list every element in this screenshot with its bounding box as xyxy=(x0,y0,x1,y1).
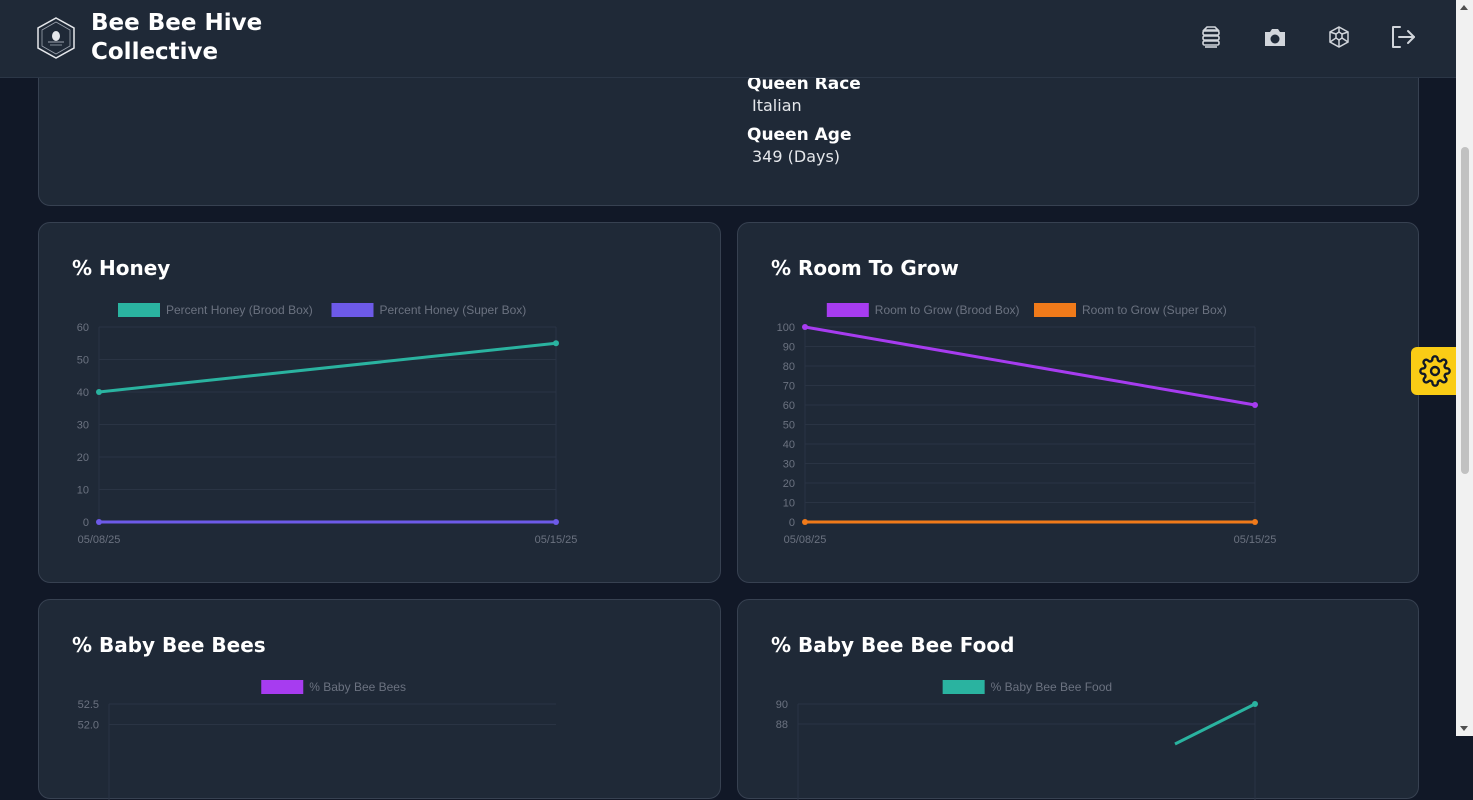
data-point xyxy=(802,324,808,330)
brand-line-2: Collective xyxy=(91,39,219,65)
honeycomb-icon[interactable] xyxy=(1323,20,1355,54)
data-point xyxy=(1252,701,1258,707)
legend-swatch xyxy=(942,680,985,694)
y-tick-label: 90 xyxy=(776,699,788,711)
camera-icon[interactable] xyxy=(1259,20,1291,54)
y-tick-label: 0 xyxy=(789,517,795,529)
y-tick-label: 50 xyxy=(783,420,795,432)
y-tick-label: 52.5 xyxy=(78,699,99,711)
legend-label: % Baby Bee Bees xyxy=(309,680,406,694)
y-tick-label: 70 xyxy=(783,381,795,393)
legend-swatch xyxy=(1034,303,1076,317)
chart-title: % Room To Grow xyxy=(771,256,959,280)
queen-race-value: Italian xyxy=(752,96,802,115)
legend-label: % Baby Bee Bee Food xyxy=(991,680,1112,694)
baby-bee-food-chart-card: % Baby Bee Bee Food % Baby Bee Bee Food 8… xyxy=(737,599,1419,800)
y-tick-label: 10 xyxy=(77,485,89,497)
y-tick-label: 30 xyxy=(77,420,89,432)
x-tick-label: 05/08/25 xyxy=(784,534,827,546)
gear-icon xyxy=(1418,355,1451,387)
y-tick-label: 80 xyxy=(783,361,795,373)
x-tick-label: 05/08/25 xyxy=(78,534,121,546)
data-point xyxy=(553,340,559,347)
y-tick-label: 88 xyxy=(776,719,788,731)
legend-label: Room to Grow (Super Box) xyxy=(1082,303,1227,317)
data-point xyxy=(802,519,808,525)
y-tick-label: 40 xyxy=(77,387,89,399)
y-tick-label: 30 xyxy=(783,459,795,471)
y-tick-label: 0 xyxy=(83,517,89,529)
x-tick-label: 05/15/25 xyxy=(535,534,578,546)
room-to-grow-chart: Room to Grow (Brood Box) Room to Grow (Su… xyxy=(777,303,1277,546)
y-tick-label: 100 xyxy=(777,322,795,334)
y-tick-label: 90 xyxy=(783,342,795,354)
data-point xyxy=(96,389,102,395)
y-tick-label: 20 xyxy=(77,452,89,464)
data-point xyxy=(1252,402,1258,408)
legend-swatch xyxy=(331,303,374,317)
chart-title: % Honey xyxy=(72,256,171,280)
legend-swatch xyxy=(118,303,160,317)
hive-icon[interactable] xyxy=(1195,20,1227,54)
y-tick-label: 52.0 xyxy=(78,720,99,732)
y-tick-label: 60 xyxy=(783,400,795,412)
scroll-thumb[interactable] xyxy=(1461,147,1469,474)
x-tick-label: 05/15/25 xyxy=(1234,534,1277,546)
logout-icon[interactable] xyxy=(1387,20,1419,54)
legend-swatch xyxy=(261,680,304,694)
y-tick-label: 60 xyxy=(77,322,89,334)
legend-label: Percent Honey (Brood Box) xyxy=(166,303,313,317)
queen-age-value: 349 (Days) xyxy=(752,147,841,166)
chart-title: % Baby Bee Bees xyxy=(72,633,266,657)
legend-swatch xyxy=(826,303,869,317)
y-tick-label: 50 xyxy=(77,355,89,367)
honey-chart: Percent Honey (Brood Box) Percent Honey (… xyxy=(77,303,578,546)
app-header: Bee Bee Hive Collective xyxy=(0,0,1456,78)
brand-title[interactable]: Bee Bee Hive Collective xyxy=(91,9,311,67)
data-point xyxy=(1252,519,1258,525)
series-line xyxy=(804,325,1256,407)
baby-bee-food-chart: % Baby Bee Bee Food 88 90 xyxy=(776,680,1258,800)
honey-chart-card: % Honey Percent Honey (Brood Box) Percent… xyxy=(38,222,721,583)
legend-label: Percent Honey (Super Box) xyxy=(380,303,527,317)
scroll-down-arrow[interactable] xyxy=(1460,726,1468,731)
chart-title: % Baby Bee Bee Food xyxy=(771,633,1015,657)
legend-label: Room to Grow (Brood Box) xyxy=(875,303,1020,317)
series-line xyxy=(98,341,557,394)
data-point xyxy=(96,519,102,525)
queen-age-label: Queen Age xyxy=(747,125,852,145)
queen-race-label: Queen Race xyxy=(747,74,861,94)
y-tick-label: 20 xyxy=(783,478,795,490)
brand-line-1: Bee Bee Hive xyxy=(91,10,263,36)
baby-bees-chart: % Baby Bee Bees 52.0 52.5 xyxy=(78,680,556,800)
scroll-up-arrow[interactable] xyxy=(1460,5,1468,10)
settings-gear-button[interactable] xyxy=(1411,347,1458,395)
page-scrollbar[interactable] xyxy=(1456,0,1473,736)
y-tick-label: 10 xyxy=(783,498,795,510)
data-point xyxy=(553,519,559,525)
y-tick-label: 40 xyxy=(783,439,795,451)
room-to-grow-chart-card: % Room To Grow Room to Grow (Brood Box) R… xyxy=(737,222,1419,583)
hive-logo-icon[interactable] xyxy=(34,16,78,60)
baby-bees-chart-card: % Baby Bee Bees % Baby Bee Bees 52.0 52.5 xyxy=(38,599,721,800)
